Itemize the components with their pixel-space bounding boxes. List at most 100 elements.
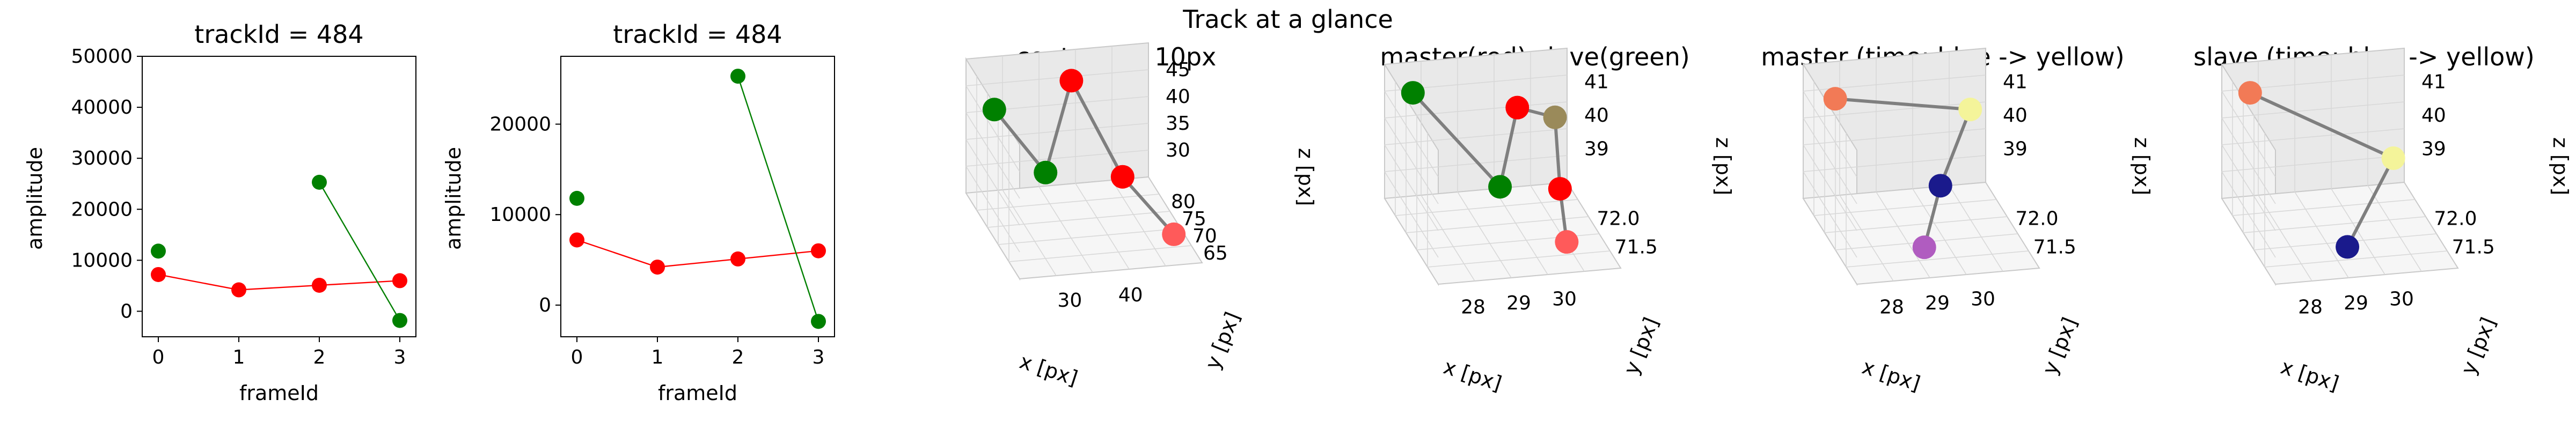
panel-4-xtick-label: 28 <box>1461 297 1485 319</box>
panel-1-xtick-label: 0 <box>152 346 165 368</box>
panel-4-zlabel: z [px] <box>1711 137 1735 195</box>
panel-3-left-gridline <box>965 139 1020 226</box>
panel-1-ytick-label: 10000 <box>71 249 133 271</box>
panel-6-xtick-label: 28 <box>2298 297 2323 319</box>
panel-3-xtick-label: 30 <box>1057 290 1082 312</box>
panel-2-series-2-line <box>737 76 819 322</box>
panel-3-floor-gridline <box>1002 189 1057 276</box>
panel-6-point <box>2336 235 2360 259</box>
panel-4-back-gridline <box>1384 101 1568 119</box>
panel-3-left-gridline <box>965 85 1020 172</box>
panel-3-floor-pane <box>965 176 1203 280</box>
panel-3-point <box>1059 69 1084 93</box>
panel-3-floor-gridline <box>1038 186 1093 273</box>
panel-4-floor-gridline <box>1530 185 1585 272</box>
panel-5-floor-pane <box>1802 181 2040 285</box>
panel-1-series-2-line <box>318 182 401 321</box>
panel-3-floor-gridline <box>1111 180 1166 267</box>
panel-2-xtick-label: 3 <box>813 346 825 368</box>
panel-5-ylabel: y [px] <box>2038 314 2082 378</box>
panel-2-series-0-point <box>811 243 826 258</box>
panel-3-ztick-label: 45 <box>1166 59 1190 81</box>
panel-6-3d-box: 28 29 30 71.5 72.0 39 40 41 <box>2221 47 2495 319</box>
panel-4-point <box>1505 95 1529 120</box>
panel-3-floor-gridline <box>1008 245 1192 262</box>
panel-5-point <box>1823 87 1847 111</box>
panel-5-left-gridline <box>1803 144 1857 231</box>
panel-5-xtick-label: 29 <box>1925 292 1950 314</box>
panel-5-floor-gridline <box>1949 185 2003 272</box>
panel-5-xtick-label: 30 <box>1971 289 1995 310</box>
panel-4-left-gridline <box>1384 91 1439 177</box>
panel-3-point <box>1110 165 1135 189</box>
panel-1-amplitude: trackId = 484 frameId amplitude 0 1 2 3 0 100… <box>23 20 416 405</box>
panel-4-ytick-label: 71.5 <box>1615 236 1658 258</box>
panel-6-ylabel: y [px] <box>2456 314 2500 378</box>
panel-2-ytick-label: 10000 <box>489 204 551 226</box>
panel-5-back-gridline <box>1803 101 1986 119</box>
panel-6-back-gridline <box>2221 128 2405 145</box>
panel-4-back-gridline <box>1384 155 1568 172</box>
panel-4-master-slave-3d: master(red) slave(green) 28 29 3071.572.03… <box>1380 42 1735 396</box>
panel-5-ytick-label: 72.0 <box>2015 208 2058 230</box>
panel-4-left-gridline <box>1384 144 1439 231</box>
panel-3-point <box>1034 160 1058 184</box>
panel-2-ytick-label: 0 <box>539 294 551 316</box>
panel-3-left-gridline <box>965 112 1020 199</box>
panel-5-ztick-label: 41 <box>2003 71 2028 93</box>
panel-1-ylabel: amplitude <box>23 147 47 250</box>
panel-6-slave-time-3d: slave (time: blue -> yellow) 28293071.57… <box>2193 42 2572 396</box>
panel-2-amplitude: trackId = 484 frameId amplitude 0 1 2 3 0 100… <box>442 20 835 405</box>
panel-4-floor-gridline <box>1457 191 1512 278</box>
panel-5-floor-gridline <box>1813 199 1997 216</box>
panel-1-axes-frame <box>142 56 416 337</box>
panel-2-series-0-point <box>569 232 584 248</box>
panel-1-plot-area: 0 1 2 3 0 10000 20000 30000 40000 50000 <box>71 46 416 368</box>
panel-3-point <box>982 98 1006 122</box>
panel-2-series-0-line <box>576 239 819 268</box>
panel-3-ztick-label: 30 <box>1166 139 1190 161</box>
panel-5-ztick-label: 39 <box>2003 138 2028 160</box>
panel-3-ztick-label: 40 <box>1166 86 1190 108</box>
panel-2-series-0-point <box>730 251 745 267</box>
panel-6-xlabel: x [px] <box>2278 355 2342 396</box>
panel-5-back-gridline <box>1803 128 1986 145</box>
panel-4-floor-gridline <box>1406 216 1589 233</box>
panel-3-floor-gridline <box>987 211 1170 228</box>
panel-1-xtick-label: 1 <box>233 346 245 368</box>
panel-2-xtick-label: 0 <box>571 346 583 368</box>
panel-5-floor-gridline <box>1846 250 2029 268</box>
panel-4-ylabel: y [px] <box>1619 314 1663 378</box>
panel-2-ylabel: amplitude <box>442 147 465 250</box>
panel-1-ytick-label: 20000 <box>71 198 133 220</box>
panel-6-ztick-label: 41 <box>2421 71 2446 93</box>
panel-6-floor-gridline <box>2258 195 2312 282</box>
panel-1-xlabel: frameId <box>239 381 319 405</box>
panel-3-back-gridline <box>965 150 1149 167</box>
panel-3-back-gridline <box>965 69 1149 86</box>
panel-5-floor-gridline <box>1876 191 1930 278</box>
panel-1-series-2-point <box>392 313 407 328</box>
panel-6-floor-gridline <box>2294 191 2349 278</box>
panel-2-series-2-point <box>730 69 745 84</box>
panel-6-floor-pane <box>2221 181 2459 285</box>
panel-1-xtick-label: 3 <box>394 346 406 368</box>
panel-1-ytick-label: 30000 <box>71 147 133 169</box>
panel-5-point <box>1912 235 1936 260</box>
panel-1-ytick-label: 40000 <box>71 97 133 119</box>
panel-6-floor-gridline <box>2232 199 2416 216</box>
panel-4-left-gridline <box>1384 117 1439 204</box>
panel-2-xtick-label: 2 <box>732 346 744 368</box>
panel-1-series-0-point <box>312 277 327 293</box>
panel-1-title: trackId = 484 <box>194 20 363 49</box>
panel-5-point <box>1958 98 1982 122</box>
panel-4-floor-gridline <box>1421 195 1475 282</box>
panel-1-series-1-point <box>151 243 166 259</box>
panel-5-left-gridline <box>1803 91 1857 177</box>
panel-4-ytick-label: 72.0 <box>1597 208 1640 230</box>
panel-6-floor-gridline <box>2367 185 2422 272</box>
panel-4-xtick-label: 29 <box>1506 292 1531 314</box>
panel-6-point <box>2238 81 2262 105</box>
